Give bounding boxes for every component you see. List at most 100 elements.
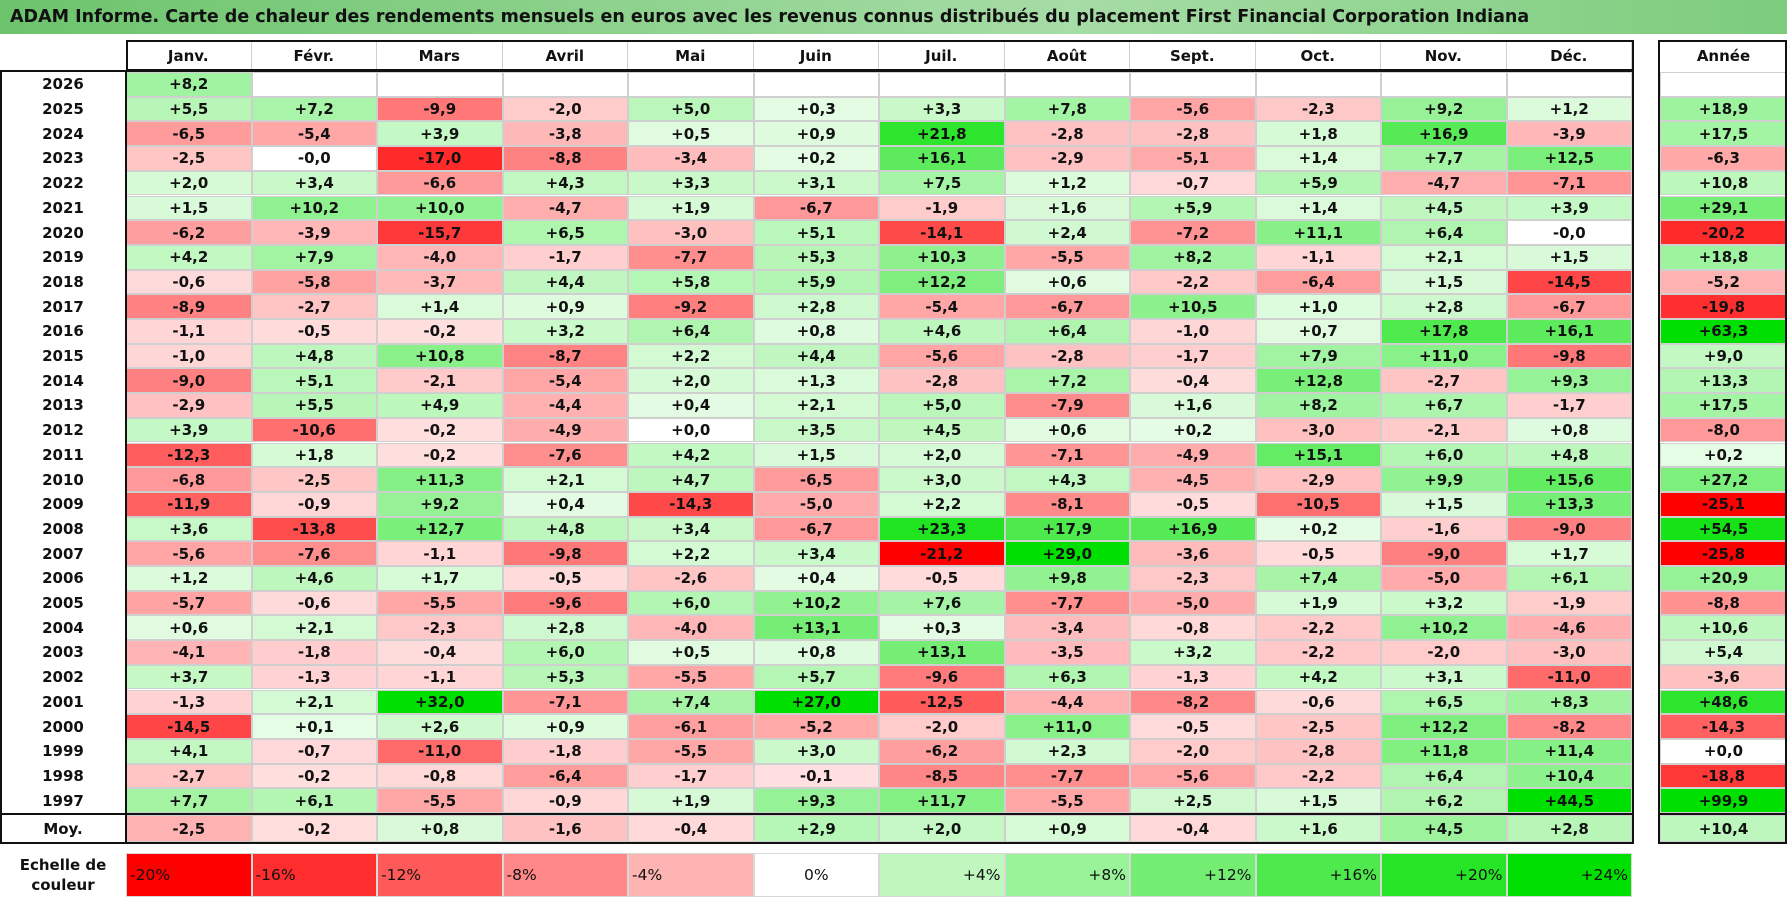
year-label: 2004 xyxy=(0,615,126,641)
heatmap-cell: -2,8 xyxy=(1004,343,1130,369)
heatmap-cell: +5,0 xyxy=(628,96,754,122)
heatmap-cell: -0,5 xyxy=(879,566,1005,591)
heatmap-cell: +13,3 xyxy=(1506,491,1632,517)
heatmap-cell: +4,3 xyxy=(1004,467,1130,492)
heatmap-cell: +3,6 xyxy=(126,516,252,542)
heatmap-cell: -8,9 xyxy=(126,294,252,319)
heatmap-cell: +2,2 xyxy=(879,491,1005,517)
heatmap-cell: +0,7 xyxy=(1255,319,1381,344)
heatmap-cell: +1,5 xyxy=(1381,269,1507,295)
heatmap-cell: -10,5 xyxy=(1255,491,1381,517)
heatmap-cell: -9,2 xyxy=(628,294,754,319)
heatmap-cell: +2,6 xyxy=(377,714,503,739)
year-label: 2005 xyxy=(0,590,126,616)
heatmap-cell: -2,7 xyxy=(1381,368,1507,394)
heatmap-cell: -6,2 xyxy=(126,220,252,245)
heatmap-cell: +6,0 xyxy=(628,590,754,616)
heatmap-cell: -5,6 xyxy=(1130,96,1256,122)
heatmap-cell: -1,1 xyxy=(126,319,252,344)
heatmap-cell: -1,7 xyxy=(1130,343,1256,369)
heatmap-cell: +10,8 xyxy=(377,343,503,369)
heatmap-cell: -3,4 xyxy=(1004,615,1130,641)
heatmap-cell: -0,5 xyxy=(502,566,628,591)
heatmap-cell: -11,9 xyxy=(126,491,252,517)
heatmap-cell: +3,0 xyxy=(879,467,1005,492)
average-cell: -0,4 xyxy=(1130,815,1256,842)
heatmap-cell: +1,5 xyxy=(1506,244,1632,270)
color-scale-swatch: +16% xyxy=(1255,853,1381,897)
heatmap-cell: -2,0 xyxy=(879,714,1005,739)
heatmap-cell: +7,7 xyxy=(126,788,252,813)
year-label: 2003 xyxy=(0,640,126,665)
heatmap-cell: +2,0 xyxy=(628,368,754,394)
heatmap-cell: -7,1 xyxy=(502,689,628,715)
color-scale-swatch: 0% xyxy=(753,853,879,897)
heatmap-cell: -4,0 xyxy=(628,615,754,641)
heatmap-cell: -2,5 xyxy=(1255,714,1381,739)
year-label: 1999 xyxy=(0,738,126,764)
month-header: Mai xyxy=(628,42,754,69)
heatmap-cell: +3,3 xyxy=(628,170,754,196)
annual-average-separator xyxy=(1658,813,1787,815)
heatmap-cell: -3,0 xyxy=(1255,417,1381,443)
heatmap-cell: -5,5 xyxy=(628,738,754,764)
year-label: 1998 xyxy=(0,763,126,789)
heatmap-cell: +3,3 xyxy=(879,96,1005,122)
heatmap-cell: +4,4 xyxy=(753,343,879,369)
heatmap-cell: +1,2 xyxy=(1506,96,1632,122)
heatmap-cell: +0,4 xyxy=(753,566,879,591)
heatmap-cell: +2,8 xyxy=(502,615,628,641)
heatmap-cell: +3,0 xyxy=(753,738,879,764)
heatmap-cell: +0,6 xyxy=(126,615,252,641)
heatmap-cell xyxy=(753,72,879,97)
heatmap-cell: -4,0 xyxy=(377,244,503,270)
heatmap-cell: -2,2 xyxy=(1255,615,1381,641)
heatmap-cell: -8,5 xyxy=(879,763,1005,789)
heatmap-cell: +4,5 xyxy=(879,417,1005,443)
heatmap-cell: +11,4 xyxy=(1506,738,1632,764)
heatmap-cell: -6,7 xyxy=(1004,294,1130,319)
heatmap-cell: -0,6 xyxy=(126,269,252,295)
year-column-header: Année xyxy=(1660,42,1787,69)
heatmap-cell: +13,1 xyxy=(753,615,879,641)
year-label: 2011 xyxy=(0,442,126,468)
heatmap-cell: -6,4 xyxy=(502,763,628,789)
heatmap-cell xyxy=(879,72,1005,97)
heatmap-cell: -9,6 xyxy=(879,664,1005,690)
heatmap-cell xyxy=(1506,72,1632,97)
heatmap-cell: +17,8 xyxy=(1381,319,1507,344)
heatmap-cell: +16,1 xyxy=(1506,319,1632,344)
heatmap-cell: +9,8 xyxy=(1004,566,1130,591)
heatmap-cell: -9,0 xyxy=(1381,541,1507,566)
heatmap-cell: -6,4 xyxy=(1255,269,1381,295)
color-scale-swatch: +20% xyxy=(1381,853,1507,897)
annual-cell: +63,3 xyxy=(1660,319,1787,344)
average-cell: -2,5 xyxy=(126,815,252,842)
heatmap-cell: +5,1 xyxy=(753,220,879,245)
heatmap-cell: -2,1 xyxy=(1381,417,1507,443)
annual-cell xyxy=(1660,72,1787,97)
heatmap-cell: +5,5 xyxy=(126,96,252,122)
heatmap-cell: -3,4 xyxy=(628,146,754,171)
annual-cell: +20,9 xyxy=(1660,566,1787,591)
heatmap-cell: -2,6 xyxy=(628,566,754,591)
heatmap-cell: -11,0 xyxy=(377,738,503,764)
heatmap-cell: +2,8 xyxy=(753,294,879,319)
average-cell: +1,6 xyxy=(1255,815,1381,842)
heatmap-cell xyxy=(502,72,628,97)
heatmap-cell: +11,0 xyxy=(1381,343,1507,369)
heatmap-cell: +0,2 xyxy=(1255,516,1381,542)
year-label: 2019 xyxy=(0,244,126,270)
heatmap-cell: +1,3 xyxy=(753,368,879,394)
annual-cell: -25,1 xyxy=(1660,491,1787,517)
annual-cell: -3,6 xyxy=(1660,664,1787,690)
heatmap-cell: +6,1 xyxy=(1506,566,1632,591)
year-label: 2009 xyxy=(0,491,126,517)
heatmap-cell: -6,2 xyxy=(879,738,1005,764)
heatmap-cell: +11,0 xyxy=(1004,714,1130,739)
average-label: Moy. xyxy=(0,815,126,842)
heatmap-cell: +5,9 xyxy=(1255,170,1381,196)
heatmap-cell: -6,1 xyxy=(628,714,754,739)
heatmap-cell: -0,2 xyxy=(377,442,503,468)
heatmap-cell: -1,0 xyxy=(126,343,252,369)
